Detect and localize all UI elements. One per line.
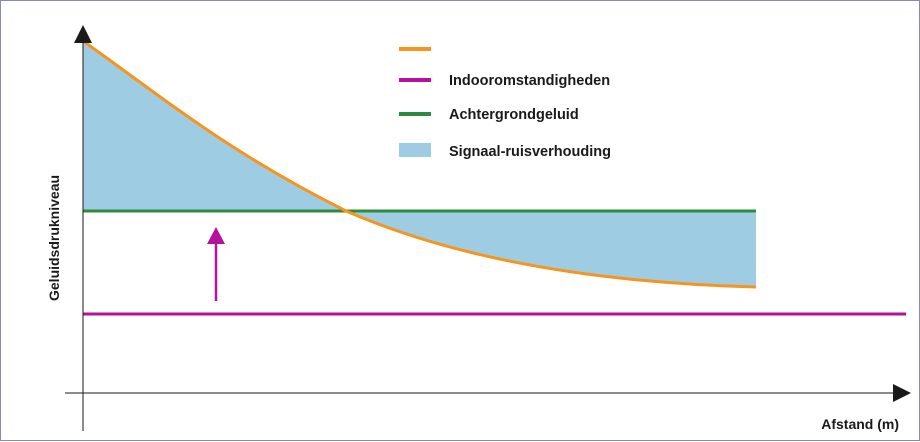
snr-area-right [346,211,756,287]
y-axis-arrowhead [74,25,92,43]
legend-item-background: Achtergrondgeluid [399,107,579,123]
legend-item-indoor: Indooromstandigheden [399,73,610,89]
snr-area-left [83,41,346,211]
legend: Indooromstandigheden Achtergrondgeluid S… [399,47,611,160]
legend-label-background: Achtergrondgeluid [449,107,579,123]
legend-swatch-signal [399,47,431,51]
legend-label-snr: Signaal-ruisverhouding [449,144,611,160]
increase-arrow-head [207,227,225,244]
legend-label-indoor: Indooromstandigheden [449,73,610,89]
x-axis-arrowhead [893,384,911,402]
legend-swatch-snr [399,143,431,157]
legend-item-snr: Signaal-ruisverhouding [399,143,611,160]
signal-curve [82,39,757,289]
x-axis-label: Afstand (m) [821,416,899,432]
legend-swatch-background [399,112,431,116]
legend-item-signal [399,47,431,51]
y-axis-label: Geluidsdrukniveau [46,175,62,301]
legend-swatch-indoor [399,78,431,82]
